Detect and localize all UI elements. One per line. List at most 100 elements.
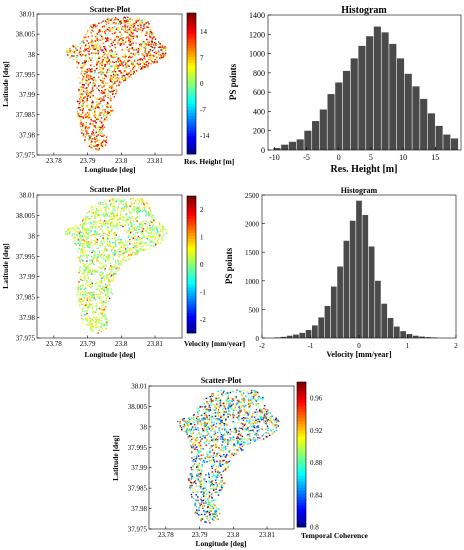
scatter-point [114, 39, 116, 41]
scatter-point [82, 78, 84, 80]
colorbar-segment [187, 27, 196, 32]
scatter-point [220, 438, 222, 440]
scatter-point [108, 26, 110, 29]
scatter-point [188, 429, 191, 431]
scatter-point [229, 437, 231, 439]
scatter-point [129, 38, 132, 40]
scatter-point [88, 114, 90, 117]
scatter-point [208, 400, 210, 402]
scatter-point [103, 275, 105, 278]
scatter-point [121, 63, 124, 66]
scatter-point [115, 200, 118, 203]
scatter-point [217, 470, 219, 472]
scatter-point [104, 20, 107, 22]
scatter-point [205, 521, 207, 523]
colorbar-segment [187, 98, 196, 102]
scatter-point [94, 77, 96, 80]
colorbar-segment [187, 218, 196, 223]
scatter-point [132, 63, 134, 66]
scatter-point [198, 468, 200, 470]
scatter-point [125, 221, 127, 223]
scatter-point [217, 466, 220, 468]
scatter-point [101, 64, 103, 67]
scatter-height-axes-box [36, 13, 183, 156]
colorbar-segment [297, 481, 306, 486]
scatter-point [158, 236, 161, 238]
scatter-point [87, 221, 89, 224]
scatter-point [94, 23, 96, 25]
scatter-point [106, 215, 109, 217]
colorbar-segment [187, 241, 196, 245]
scatter-point [114, 271, 116, 273]
scatter-point [91, 26, 93, 28]
scatter-point [89, 250, 91, 253]
scatter-point [189, 488, 191, 490]
scatter-point [250, 402, 252, 404]
scatter-point [190, 466, 192, 469]
scatter-point [93, 251, 95, 253]
scatter-point [79, 277, 81, 279]
scatter-point [130, 52, 132, 55]
y-tick-label: 37.99 [131, 464, 147, 472]
scatter-point [82, 231, 84, 233]
scatter-point [95, 46, 98, 48]
scatter-point [117, 261, 120, 263]
scatter-point [236, 402, 238, 404]
scatter-point [106, 114, 108, 116]
scatter-point [93, 85, 96, 87]
scatter-point [115, 64, 117, 66]
scatter-point [90, 146, 92, 149]
scatter-point [90, 326, 92, 328]
scatter-point [90, 105, 93, 107]
colorbar-segment [297, 406, 306, 410]
scatter-point [130, 231, 133, 233]
scatter-point [154, 244, 157, 246]
scatter-point [111, 26, 114, 29]
scatter-point [72, 45, 74, 47]
scatter-point [186, 432, 189, 434]
scatter-point [98, 98, 100, 100]
scatter-point [96, 283, 98, 285]
scatter-point [164, 49, 167, 51]
scatter-point [130, 24, 132, 27]
scatter-point [122, 203, 124, 206]
scatter-point [98, 266, 101, 268]
scatter-point [214, 412, 217, 414]
scatter-point [194, 499, 197, 501]
scatter-point [244, 441, 246, 443]
scatter-point [130, 76, 132, 79]
scatter-point [102, 38, 104, 40]
y-tick-label: 1400 [249, 11, 265, 20]
scatter-point [271, 415, 273, 418]
colorbar-segment [187, 130, 196, 134]
hist-velocity-ylabel: PS points [224, 247, 234, 284]
scatter-point [76, 293, 78, 295]
scatter-point [160, 49, 162, 51]
scatter-point [216, 460, 218, 463]
scatter-point [227, 393, 230, 395]
scatter-point [105, 249, 108, 251]
scatter-point [247, 417, 250, 420]
scatter-point [259, 408, 261, 411]
scatter-point [150, 215, 153, 218]
colorbar-segment [297, 382, 306, 386]
scatter-point [80, 240, 82, 242]
scatter-point [75, 244, 77, 246]
scatter-point [242, 404, 244, 407]
scatter-point [92, 326, 95, 328]
scatter-point [236, 417, 239, 419]
scatter-plot-coherence: Scatter-Plot 23.78 23.79 23.8 23.8138.0138.… [111, 376, 369, 548]
scatter-point [81, 67, 84, 69]
scatter-point [125, 219, 127, 222]
scatter-point [97, 332, 99, 334]
scatter-point [93, 240, 95, 242]
scatter-point [80, 72, 82, 75]
scatter-point [99, 262, 101, 264]
scatter-point [97, 52, 99, 55]
scatter-point [107, 250, 109, 252]
scatter-point [212, 444, 215, 446]
colorbar-segment [187, 124, 196, 128]
scatter-point [93, 110, 96, 113]
scatter-point [131, 229, 133, 231]
scatter-point [87, 50, 89, 52]
